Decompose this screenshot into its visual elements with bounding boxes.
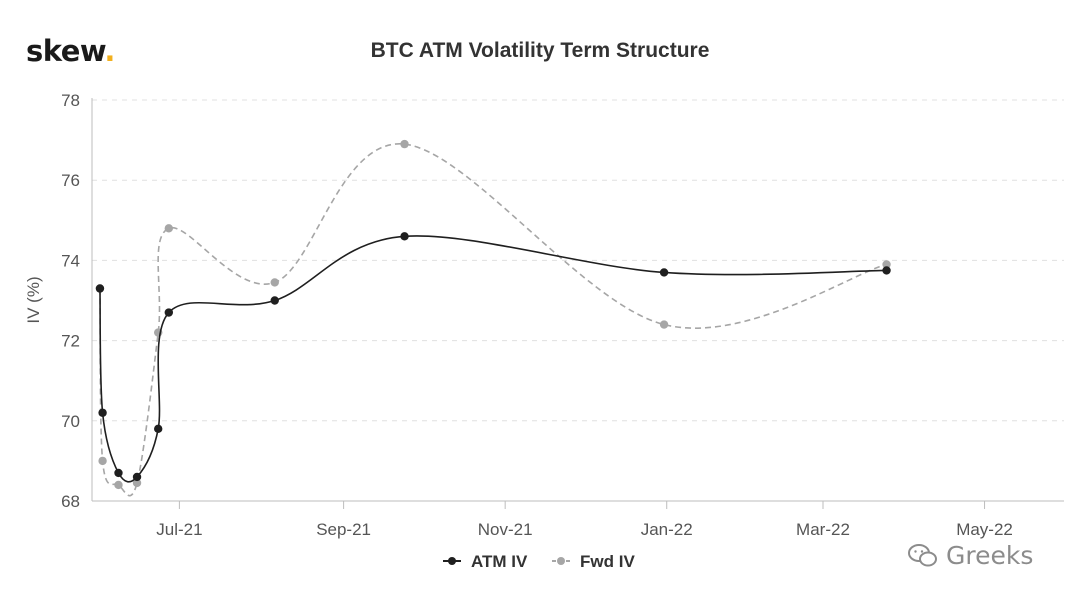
data-point-atm-iv[interactable] bbox=[154, 424, 163, 434]
watermark-text: Greeks bbox=[946, 541, 1034, 570]
data-point-atm-iv[interactable] bbox=[98, 408, 107, 417]
x-tick-label: Jul-21 bbox=[156, 520, 202, 539]
data-point-fwd-iv[interactable] bbox=[882, 260, 891, 269]
grid bbox=[92, 99, 1064, 422]
legend-swatch-marker-atm-iv bbox=[448, 557, 456, 565]
legend-label-atm-iv[interactable]: ATM IV bbox=[471, 552, 528, 571]
series-layer bbox=[95, 139, 891, 497]
data-point-fwd-iv[interactable] bbox=[98, 456, 107, 466]
y-tick-label: 76 bbox=[61, 171, 80, 190]
data-point-atm-iv[interactable] bbox=[659, 268, 669, 277]
data-point-fwd-iv[interactable] bbox=[132, 478, 142, 488]
y-tick-label: 78 bbox=[61, 91, 80, 110]
wechat-icon bbox=[908, 543, 937, 566]
data-point-fwd-iv[interactable] bbox=[659, 320, 669, 329]
data-point-fwd-iv[interactable] bbox=[270, 278, 279, 287]
y-tick-label: 72 bbox=[61, 332, 80, 351]
series-line-atm-iv bbox=[99, 235, 887, 483]
skew-logo: skew. bbox=[26, 34, 115, 68]
x-tick-label: Mar-22 bbox=[796, 520, 850, 539]
legend-label-fwd-iv[interactable]: Fwd IV bbox=[580, 552, 635, 571]
data-point-fwd-iv[interactable] bbox=[400, 139, 409, 149]
legend-swatch-marker-fwd-iv bbox=[557, 557, 565, 565]
axes: 68 70 72 74 76 78 Jul-21 Sep-21 Nov-21 Jan-22 Mar-… bbox=[61, 91, 1064, 539]
data-point-atm-iv[interactable] bbox=[114, 468, 123, 478]
y-tick-label: 68 bbox=[61, 492, 80, 511]
x-tick-label: May-22 bbox=[956, 520, 1013, 539]
y-tick-label: 70 bbox=[61, 412, 80, 431]
data-point-fwd-iv[interactable] bbox=[114, 480, 123, 490]
x-tick-label: Jan-22 bbox=[641, 520, 693, 539]
series-line-fwd-iv bbox=[99, 143, 887, 497]
x-tick-label: Nov-21 bbox=[478, 520, 533, 539]
y-axis-label: IV (%) bbox=[24, 276, 43, 323]
logo-text: skew bbox=[26, 34, 105, 68]
data-point-atm-iv[interactable] bbox=[164, 308, 174, 317]
data-point-atm-iv[interactable] bbox=[882, 266, 891, 275]
data-point-atm-iv[interactable] bbox=[270, 296, 279, 305]
y-tick-label: 74 bbox=[61, 251, 80, 270]
legend[interactable]: ATM IV Fwd IV bbox=[443, 552, 635, 571]
watermark: Greeks bbox=[908, 541, 1033, 570]
chart-title: BTC ATM Volatility Term Structure bbox=[370, 39, 710, 62]
data-point-atm-iv[interactable] bbox=[95, 284, 105, 293]
data-point-atm-iv[interactable] bbox=[400, 232, 409, 241]
data-point-atm-iv[interactable] bbox=[132, 472, 142, 482]
x-tick-label: Sep-21 bbox=[316, 520, 371, 539]
logo-dot: . bbox=[104, 34, 115, 68]
data-point-fwd-iv[interactable] bbox=[164, 224, 174, 233]
